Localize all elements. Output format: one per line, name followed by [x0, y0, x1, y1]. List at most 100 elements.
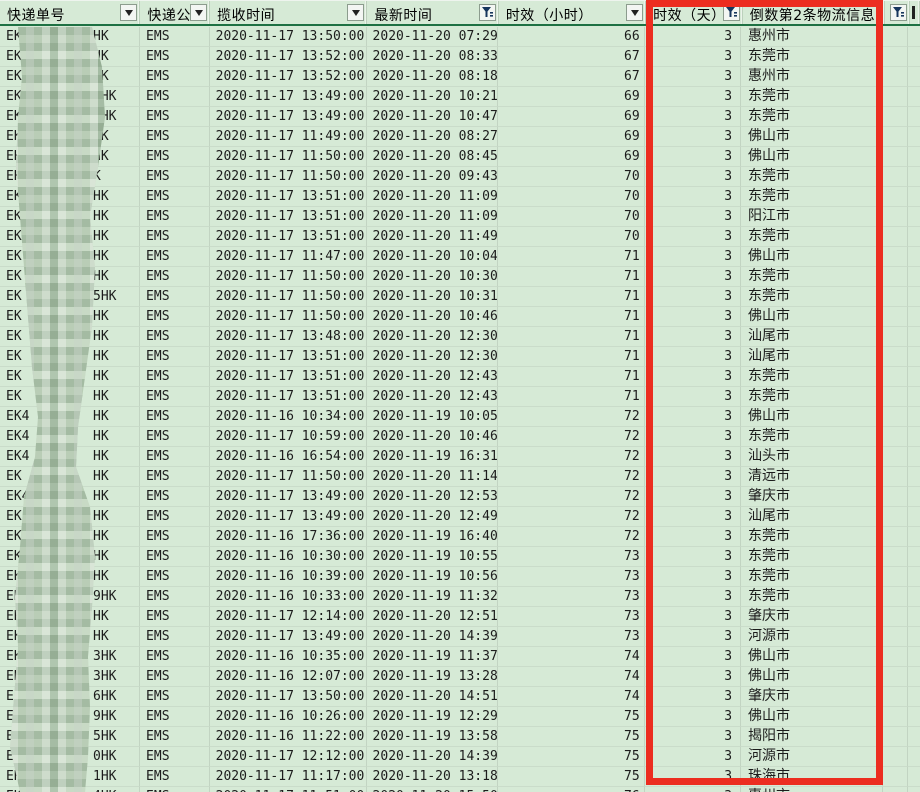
cell-second-last-logistics-info[interactable]: 东莞市: [741, 227, 884, 247]
cell-latest-time[interactable]: 2020-11-20 13:18:18: [366, 767, 498, 787]
cell-pickup-time[interactable]: 2020-11-17 13:49:00: [209, 487, 367, 507]
cell-extra[interactable]: [883, 467, 908, 487]
cell-pickup-time[interactable]: 2020-11-17 13:51:00: [209, 207, 367, 227]
cell-duration-days[interactable]: 3: [644, 287, 742, 307]
table-row[interactable]: EK4 9HK EMS 2020-11-17 13:49:00 2020-11-2…: [0, 87, 920, 107]
cell-pickup-time[interactable]: 2020-11-16 10:26:00: [209, 707, 367, 727]
cell-duration-hours[interactable]: 72: [497, 507, 645, 527]
column-header-latest-time[interactable]: 最新时间: [367, 1, 499, 24]
cell-latest-time[interactable]: 2020-11-20 12:43:08: [366, 387, 498, 407]
column-header-tracking-number[interactable]: 快递单号: [0, 1, 141, 24]
table-row[interactable]: EK 1HK EMS 2020-11-17 11:17:00 2020-11-20…: [0, 767, 920, 787]
cell-latest-time[interactable]: 2020-11-20 12:43:08: [366, 367, 498, 387]
cell-second-last-logistics-info[interactable]: 肇庆市: [741, 487, 884, 507]
cell-duration-hours[interactable]: 76: [497, 787, 645, 792]
cell-duration-days[interactable]: 3: [644, 567, 742, 587]
cell-courier-company[interactable]: EMS: [140, 247, 210, 267]
cell-extra[interactable]: [883, 47, 908, 67]
cell-duration-days[interactable]: 3: [644, 227, 742, 247]
cell-duration-days[interactable]: 3: [644, 707, 742, 727]
table-row[interactable]: EK HK EMS 2020-11-17 11:47:00 2020-11-20 …: [0, 247, 920, 267]
cell-duration-hours[interactable]: 71: [497, 347, 645, 367]
cell-duration-days[interactable]: 3: [644, 447, 742, 467]
cell-second-last-logistics-info[interactable]: 珠海市: [741, 767, 884, 787]
column-header-duration-days[interactable]: 时效（天）: [646, 1, 743, 24]
cell-extra[interactable]: [883, 247, 908, 267]
cell-duration-hours[interactable]: 70: [497, 207, 645, 227]
cell-extra[interactable]: [883, 287, 908, 307]
cell-second-last-logistics-info[interactable]: 汕尾市: [741, 327, 884, 347]
table-row[interactable]: EK0HK EMS 2020-11-17 13:49:00 2020-11-20…: [0, 107, 920, 127]
cell-duration-hours[interactable]: 70: [497, 167, 645, 187]
cell-duration-hours[interactable]: 72: [497, 527, 645, 547]
cell-duration-hours[interactable]: 73: [497, 567, 645, 587]
cell-latest-time[interactable]: 2020-11-19 11:37:44: [366, 647, 498, 667]
cell-latest-time[interactable]: 2020-11-20 14:39:08: [366, 747, 498, 767]
cell-latest-time[interactable]: 2020-11-20 10:46:54: [366, 427, 498, 447]
cell-duration-days[interactable]: 3: [644, 587, 742, 607]
cell-duration-days[interactable]: 3: [644, 507, 742, 527]
table-row[interactable]: EK HK EMS 2020-11-17 13:51:00 2020-11-20 …: [0, 187, 920, 207]
cell-pickup-time[interactable]: 2020-11-17 10:59:00: [209, 427, 367, 447]
cell-pickup-time[interactable]: 2020-11-16 12:07:00: [209, 667, 367, 687]
cell-extra[interactable]: [883, 547, 908, 567]
filter-dropdown-button[interactable]: [347, 4, 365, 21]
cell-courier-company[interactable]: EMS: [140, 87, 210, 107]
cell-second-last-logistics-info[interactable]: 佛山市: [741, 667, 884, 687]
cell-latest-time[interactable]: 2020-11-20 08:27:56: [366, 127, 498, 147]
cell-courier-company[interactable]: EMS: [140, 507, 210, 527]
cell-duration-hours[interactable]: 69: [497, 107, 645, 127]
cell-latest-time[interactable]: 2020-11-19 10:05:44: [366, 407, 498, 427]
cell-courier-company[interactable]: EMS: [140, 287, 210, 307]
cell-duration-hours[interactable]: 73: [497, 587, 645, 607]
cell-extra[interactable]: [883, 147, 908, 167]
cell-second-last-logistics-info[interactable]: 佛山市: [741, 247, 884, 267]
cell-second-last-logistics-info[interactable]: 佛山市: [741, 127, 884, 147]
cell-pickup-time[interactable]: 2020-11-16 10:35:00: [209, 647, 367, 667]
cell-second-last-logistics-info[interactable]: 东莞市: [741, 287, 884, 307]
cell-duration-days[interactable]: 3: [644, 307, 742, 327]
cell-pickup-time[interactable]: 2020-11-17 13:52:00: [209, 67, 367, 87]
cell-extra[interactable]: [883, 87, 908, 107]
cell-latest-time[interactable]: 2020-11-19 13:28:02: [366, 667, 498, 687]
cell-courier-company[interactable]: EMS: [140, 307, 210, 327]
cell-courier-company[interactable]: EMS: [140, 227, 210, 247]
column-header-second-last-logistics-info[interactable]: 倒数第2条物流信息: [743, 1, 886, 24]
cell-extra[interactable]: [883, 587, 908, 607]
cell-pickup-time[interactable]: 2020-11-17 12:14:00: [209, 607, 367, 627]
cell-latest-time[interactable]: 2020-11-20 10:21:21: [366, 87, 498, 107]
cell-courier-company[interactable]: EMS: [140, 627, 210, 647]
cell-latest-time[interactable]: 2020-11-20 11:14:52: [366, 467, 498, 487]
cell-duration-hours[interactable]: 74: [497, 667, 645, 687]
cell-pickup-time[interactable]: 2020-11-17 11:17:00: [209, 767, 367, 787]
cell-duration-hours[interactable]: 75: [497, 707, 645, 727]
cell-latest-time[interactable]: 2020-11-20 15:50:04: [366, 787, 498, 792]
cell-latest-time[interactable]: 2020-11-20 12:53:23: [366, 487, 498, 507]
cell-courier-company[interactable]: EMS: [140, 407, 210, 427]
cell-latest-time[interactable]: 2020-11-20 11:09:17: [366, 187, 498, 207]
cell-duration-hours[interactable]: 66: [497, 27, 645, 47]
cell-latest-time[interactable]: 2020-11-20 10:31:03: [366, 287, 498, 307]
cell-latest-time[interactable]: 2020-11-20 10:46:20: [366, 307, 498, 327]
cell-duration-hours[interactable]: 75: [497, 767, 645, 787]
cell-duration-days[interactable]: 3: [644, 67, 742, 87]
cell-courier-company[interactable]: EMS: [140, 367, 210, 387]
table-row[interactable]: EK 9HK EMS 2020-11-16 10:33:00 2020-11-19…: [0, 587, 920, 607]
cell-duration-hours[interactable]: 69: [497, 87, 645, 107]
cell-second-last-logistics-info[interactable]: 河源市: [741, 627, 884, 647]
cell-duration-hours[interactable]: 72: [497, 487, 645, 507]
cell-duration-days[interactable]: 3: [644, 627, 742, 647]
cell-duration-hours[interactable]: 73: [497, 607, 645, 627]
cell-extra[interactable]: [883, 487, 908, 507]
cell-courier-company[interactable]: EMS: [140, 747, 210, 767]
cell-duration-days[interactable]: 3: [644, 327, 742, 347]
cell-courier-company[interactable]: EMS: [140, 47, 210, 67]
cell-latest-time[interactable]: 2020-11-20 10:04:47: [366, 247, 498, 267]
cell-extra[interactable]: [883, 627, 908, 647]
filter-funnel-button[interactable]: [478, 4, 496, 21]
cell-extra[interactable]: [883, 507, 908, 527]
cell-duration-hours[interactable]: 74: [497, 687, 645, 707]
cell-latest-time[interactable]: 2020-11-20 11:09:05: [366, 207, 498, 227]
cell-latest-time[interactable]: 2020-11-19 13:58:45: [366, 727, 498, 747]
table-row[interactable]: EK 6HK EMS 2020-11-17 13:50:00 2020-11-20…: [0, 687, 920, 707]
